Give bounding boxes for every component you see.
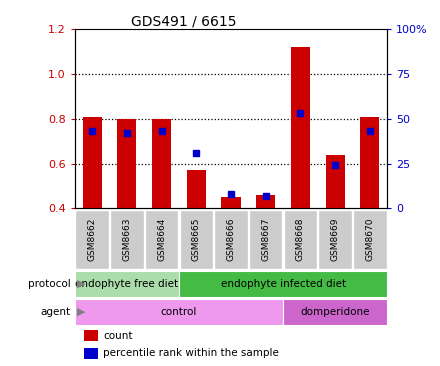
FancyBboxPatch shape xyxy=(110,210,143,269)
FancyBboxPatch shape xyxy=(179,271,387,297)
Bar xyxy=(187,170,206,208)
Text: GSM8664: GSM8664 xyxy=(157,217,166,261)
Bar xyxy=(83,117,102,208)
FancyBboxPatch shape xyxy=(283,299,387,325)
FancyBboxPatch shape xyxy=(75,299,283,325)
FancyBboxPatch shape xyxy=(76,210,109,269)
Text: GSM8668: GSM8668 xyxy=(296,217,305,261)
FancyBboxPatch shape xyxy=(214,210,248,269)
Bar xyxy=(117,119,136,208)
Bar xyxy=(326,155,345,208)
Text: count: count xyxy=(103,331,132,341)
Text: agent: agent xyxy=(40,307,70,317)
Bar xyxy=(152,119,171,208)
FancyBboxPatch shape xyxy=(180,210,213,269)
FancyBboxPatch shape xyxy=(319,210,352,269)
Text: endophyte free diet: endophyte free diet xyxy=(75,279,179,289)
FancyBboxPatch shape xyxy=(353,210,386,269)
Text: GDS491 / 6615: GDS491 / 6615 xyxy=(131,14,237,28)
Bar xyxy=(291,47,310,208)
Text: control: control xyxy=(161,307,197,317)
Text: GSM8667: GSM8667 xyxy=(261,217,270,261)
Bar xyxy=(84,348,98,359)
FancyBboxPatch shape xyxy=(75,271,179,297)
FancyBboxPatch shape xyxy=(249,210,282,269)
Text: GSM8669: GSM8669 xyxy=(330,217,340,261)
FancyBboxPatch shape xyxy=(284,210,317,269)
Text: GSM8666: GSM8666 xyxy=(227,217,235,261)
Text: domperidone: domperidone xyxy=(301,307,370,317)
Bar xyxy=(360,117,379,208)
FancyBboxPatch shape xyxy=(145,210,178,269)
Text: endophyte infected diet: endophyte infected diet xyxy=(220,279,346,289)
Bar xyxy=(84,330,98,341)
Text: ▶: ▶ xyxy=(77,279,85,289)
Bar xyxy=(221,197,241,208)
Text: GSM8662: GSM8662 xyxy=(88,217,97,261)
Text: GSM8665: GSM8665 xyxy=(192,217,201,261)
Text: GSM8663: GSM8663 xyxy=(122,217,132,261)
Text: protocol: protocol xyxy=(28,279,70,289)
Text: GSM8670: GSM8670 xyxy=(365,217,374,261)
Text: percentile rank within the sample: percentile rank within the sample xyxy=(103,348,279,358)
Bar xyxy=(256,195,275,208)
Text: ▶: ▶ xyxy=(77,307,85,317)
